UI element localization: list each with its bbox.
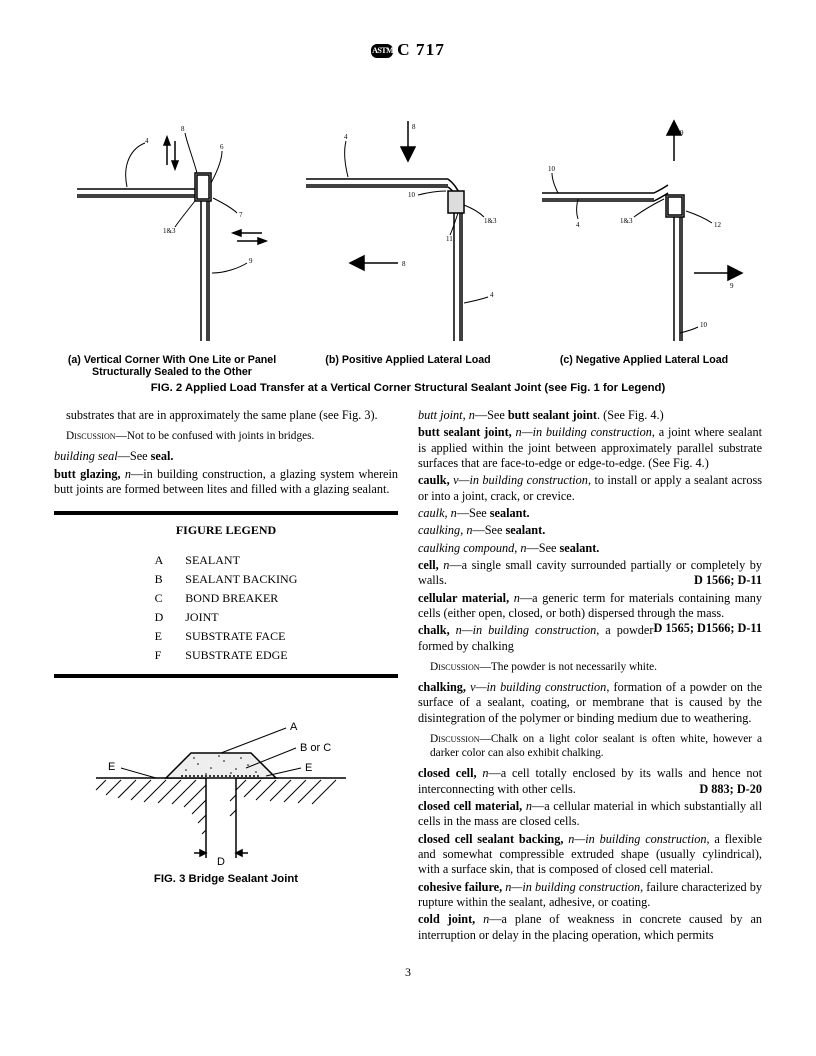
figure-3-caption: FIG. 3 Bridge Sealant Joint [54,872,398,886]
legend-row: CBOND BREAKER [145,590,308,607]
legend-row: DJOINT [145,609,308,626]
svg-text:4: 4 [576,221,580,229]
diagram-a: 4 8 6 7 1&3 9 [54,108,290,348]
astm-logo-icon [371,44,393,58]
legend-row: ESUBSTRATE FACE [145,628,308,645]
entry-building-seal: building seal—See seal. [54,449,398,464]
figure-legend: FIGURE LEGEND ASEALANT BSEALANT BACKING … [54,511,398,678]
svg-text:4: 4 [145,137,149,145]
entry-caulk-n: caulk, n—See sealant. [418,506,762,521]
entry-cellular-material: cellular material, n—a generic term for … [418,591,762,622]
svg-text:4: 4 [344,133,348,141]
page-number: 3 [54,965,762,980]
legend-row: ASEALANT [145,552,308,569]
entry-caulking-compound: caulking compound, n—See sealant. [418,541,762,556]
svg-text:10: 10 [408,191,416,199]
diagram-b: 8 8 [290,108,526,348]
svg-text:9: 9 [730,282,734,290]
svg-text:B or C: B or C [300,742,331,754]
svg-text:8: 8 [412,123,416,131]
left-column: substrates that are in approximately the… [54,408,398,945]
svg-text:D: D [217,856,225,868]
designation: C 717 [397,40,445,59]
entry-butt-sealant-joint: butt sealant joint, n—in building constr… [418,425,762,471]
svg-text:9: 9 [680,129,684,137]
svg-text:7: 7 [239,211,243,219]
header: C 717 [54,40,762,60]
entry-caulk-v: caulk, v—in building construction, to in… [418,473,762,504]
continuation-text: substrates that are in approximately the… [54,408,398,423]
svg-text:E: E [108,761,115,773]
discussion-bridges: Discussion—Not to be confused with joint… [54,429,398,443]
svg-text:12: 12 [714,221,722,229]
figure-2-captions: (a) Vertical Corner With One Lite or Pan… [54,354,762,378]
svg-text:9: 9 [249,257,253,265]
caption-c: (c) Negative Applied Lateral Load [526,354,762,378]
svg-text:8: 8 [181,125,185,133]
entry-cohesive-failure: cohesive failure, n—in building construc… [418,880,762,911]
entry-chalking: chalking, v—in building construction, fo… [418,680,762,726]
entry-butt-joint: butt joint, n—See butt sealant joint. (S… [418,408,762,423]
figure-3-diagram: A B or C E E D [54,698,398,868]
entry-closed-cell: closed cell, n—a cell totally enclosed b… [418,766,762,797]
svg-text:4: 4 [490,291,494,299]
svg-text:A: A [290,721,298,733]
caption-a: (a) Vertical Corner With One Lite or Pan… [54,354,290,378]
svg-text:1&3: 1&3 [620,217,633,225]
svg-text:8: 8 [402,260,406,268]
entry-closed-cell-sealant-backing: closed cell sealant backing, n—in buildi… [418,832,762,878]
page: C 717 4 [0,0,816,1010]
entry-caulking: caulking, n—See sealant. [418,523,762,538]
caption-b: (b) Positive Applied Lateral Load [290,354,526,378]
legend-table: ASEALANT BSEALANT BACKING CBOND BREAKER … [143,550,310,666]
svg-text:11: 11 [446,235,453,243]
svg-text:E: E [305,762,312,774]
legend-row: BSEALANT BACKING [145,571,308,588]
figure-2-diagrams: 4 8 6 7 1&3 9 [54,68,762,348]
figure-2-title: FIG. 2 Applied Load Transfer at a Vertic… [54,382,762,394]
body-columns: substrates that are in approximately the… [54,408,762,945]
legend-title: FIGURE LEGEND [54,523,398,538]
entry-cold-joint: cold joint, n—a plane of weakness in con… [418,912,762,943]
diagram-c: 9 9 [526,108,762,348]
svg-text:1&3: 1&3 [163,227,176,235]
entry-butt-glazing: butt glazing, n—in building construction… [54,467,398,498]
legend-row: FSUBSTRATE EDGE [145,647,308,664]
svg-text:6: 6 [220,143,224,151]
svg-text:10: 10 [548,165,556,173]
entry-closed-cell-material: closed cell material, n—a cellular mater… [418,799,762,830]
right-column: butt joint, n—See butt sealant joint. (S… [418,408,762,945]
discussion-chalk-color: Discussion—Chalk on a light color sealan… [418,732,762,760]
entry-cell: cell, n—a single small cavity surrounded… [418,558,762,589]
svg-text:10: 10 [700,321,708,329]
discussion-powder: Discussion—The powder is not necessarily… [418,660,762,674]
svg-text:1&3: 1&3 [484,217,497,225]
